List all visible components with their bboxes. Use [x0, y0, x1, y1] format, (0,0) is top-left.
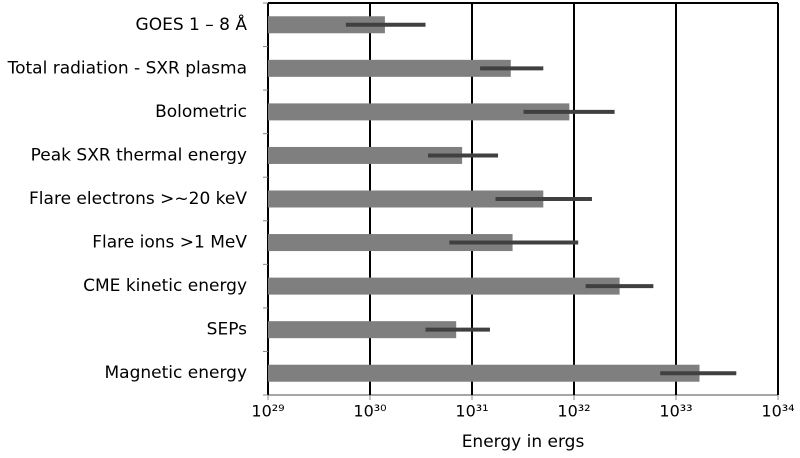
x-tick-label: 10³⁴: [761, 402, 794, 421]
bar: [268, 321, 457, 339]
bar: [268, 190, 544, 208]
y-tick-label: Bolometric: [155, 102, 247, 122]
y-tick-label: Magnetic energy: [105, 363, 247, 383]
x-tick-label: 10³⁰: [353, 402, 386, 421]
bar: [268, 103, 570, 121]
bar: [268, 277, 620, 295]
x-tick-label: 10³²: [557, 402, 590, 421]
y-tick-label: Flare electrons >~20 keV: [29, 189, 247, 209]
y-tick-label: Peak SXR thermal energy: [31, 145, 247, 165]
bar: [268, 16, 385, 34]
bar: [268, 59, 511, 77]
y-tick-label: Flare ions >1 MeV: [92, 233, 247, 253]
x-tick-label: 10³³: [659, 402, 692, 421]
bar: [268, 146, 463, 164]
y-tick-label: Total radiation - SXR plasma: [7, 58, 247, 78]
y-tick-label: SEPs: [207, 320, 247, 340]
bar: [268, 364, 700, 382]
x-tick-label: 10³¹: [455, 402, 488, 421]
x-axis-title: Energy in ergs: [462, 432, 585, 452]
y-tick-label: GOES 1 – 8 Å: [136, 13, 248, 35]
bar: [268, 234, 513, 252]
x-tick-label: 10²⁹: [251, 402, 284, 421]
y-tick-label: CME kinetic energy: [83, 276, 247, 296]
